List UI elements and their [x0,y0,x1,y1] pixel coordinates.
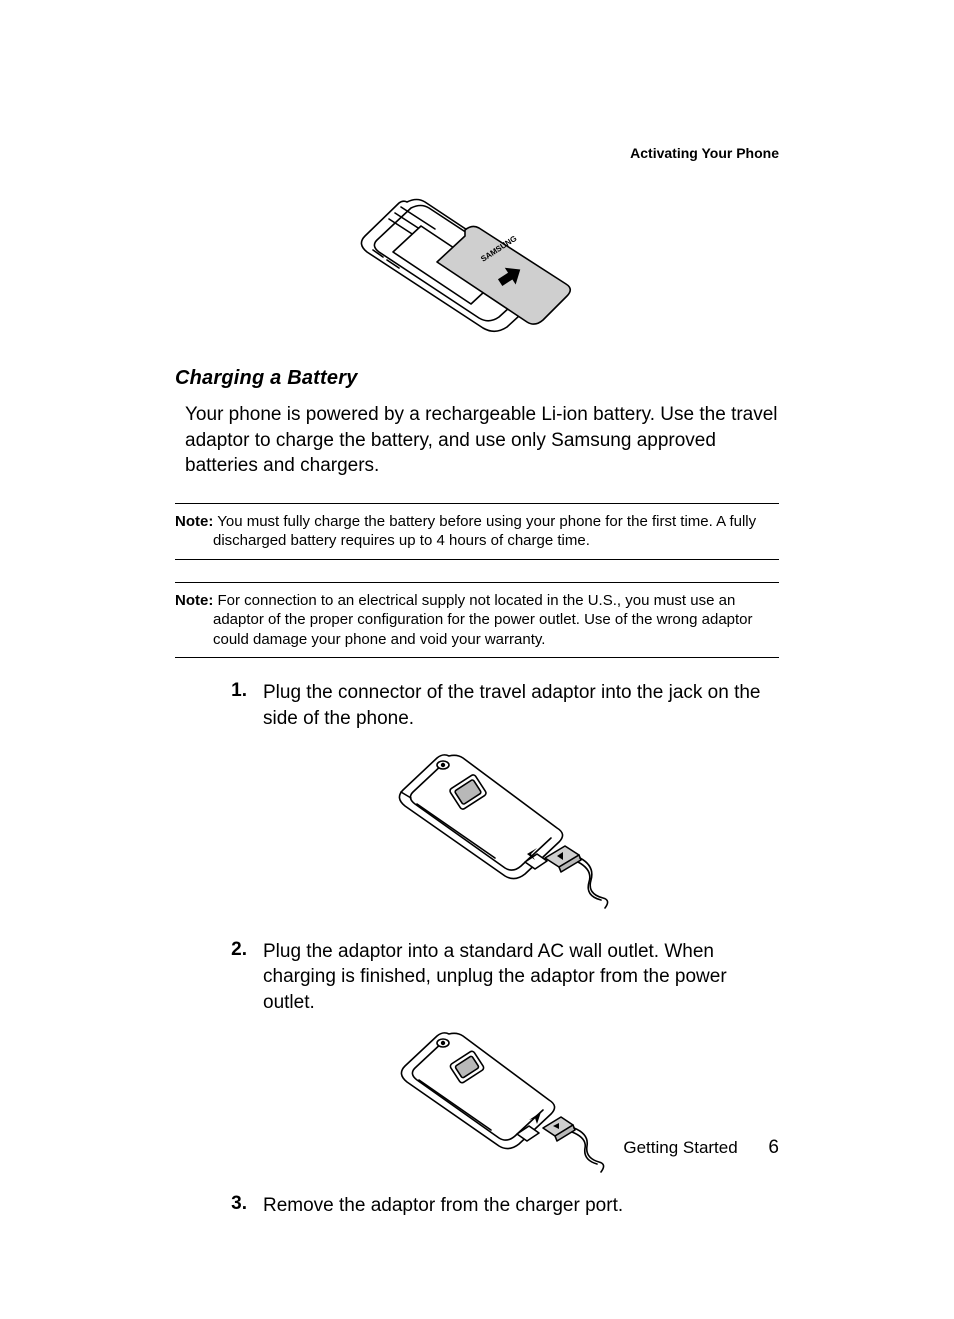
step-3: 3. Remove the adaptor from the charger p… [225,1193,779,1219]
note-body: For connection to an electrical supply n… [213,592,753,648]
note-1: Note: You must fully charge the battery … [175,503,779,560]
unplug-adaptor-icon [387,1024,617,1174]
section-heading: Charging a Battery [175,367,779,390]
step-1: 1. Plug the connector of the travel adap… [225,680,779,924]
page-footer: Getting Started 6 [623,1137,779,1159]
figure-battery-install: SAMSUNG [175,180,779,355]
step-number: 1. [225,680,247,702]
step-text: Remove the adaptor from the charger port… [263,1193,779,1219]
step-number: 3. [225,1193,247,1215]
note-label: Note: [175,592,213,609]
plug-connector-icon [387,740,617,920]
note-2: Note: For connection to an electrical su… [175,582,779,659]
battery-install-icon: SAMSUNG [347,180,607,350]
section-intro: Your phone is powered by a rechargeable … [175,402,779,479]
footer-page-number: 6 [768,1137,779,1159]
step-number: 2. [225,939,247,961]
figure-plug-connector [225,740,779,925]
note-body: You must fully charge the battery before… [213,513,756,550]
step-text: Plug the connector of the travel adaptor… [263,680,779,731]
footer-chapter: Getting Started [623,1138,737,1157]
step-text: Plug the adaptor into a standard AC wall… [263,939,779,1016]
running-header: Activating Your Phone [630,145,779,161]
note-label: Note: [175,513,213,530]
manual-page: Activating Your Phone [0,0,954,1319]
